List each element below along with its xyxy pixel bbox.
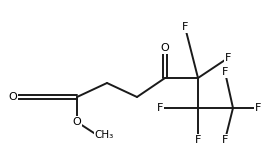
Text: CH₃: CH₃ xyxy=(94,130,114,140)
Text: O: O xyxy=(73,117,81,127)
Text: F: F xyxy=(255,103,261,113)
Text: F: F xyxy=(157,103,163,113)
Text: F: F xyxy=(222,135,228,145)
Text: F: F xyxy=(182,22,188,32)
Text: F: F xyxy=(222,67,228,77)
Text: F: F xyxy=(225,53,231,63)
Text: O: O xyxy=(9,92,17,102)
Text: F: F xyxy=(195,135,201,145)
Text: O: O xyxy=(161,43,169,53)
